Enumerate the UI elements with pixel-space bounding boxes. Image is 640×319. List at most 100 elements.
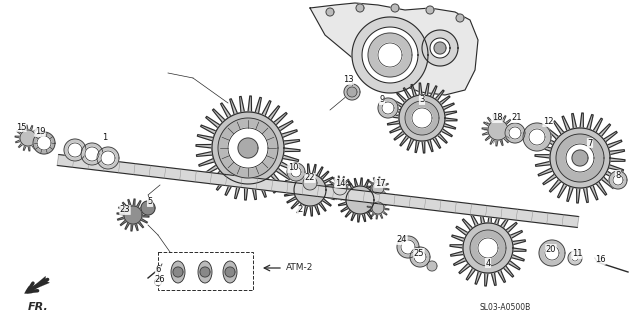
Polygon shape: [539, 240, 565, 266]
Text: 12: 12: [543, 117, 553, 127]
Polygon shape: [387, 83, 457, 153]
Text: 5: 5: [147, 197, 152, 206]
Text: 14: 14: [335, 179, 345, 188]
Polygon shape: [33, 132, 55, 154]
Polygon shape: [15, 125, 41, 151]
Polygon shape: [64, 139, 86, 161]
Polygon shape: [173, 267, 183, 277]
Polygon shape: [505, 123, 525, 143]
Polygon shape: [225, 267, 235, 277]
Polygon shape: [399, 95, 445, 141]
Polygon shape: [405, 101, 439, 135]
Polygon shape: [238, 138, 258, 158]
Polygon shape: [401, 240, 415, 254]
Polygon shape: [333, 181, 347, 195]
Polygon shape: [430, 38, 450, 58]
Polygon shape: [372, 182, 384, 194]
Polygon shape: [609, 171, 627, 189]
Polygon shape: [85, 147, 99, 161]
Text: 19: 19: [35, 128, 45, 137]
Polygon shape: [378, 43, 402, 67]
Polygon shape: [482, 114, 514, 146]
Polygon shape: [450, 210, 526, 286]
Polygon shape: [212, 112, 284, 184]
Polygon shape: [367, 177, 389, 199]
Polygon shape: [284, 164, 336, 216]
Polygon shape: [572, 150, 588, 166]
Polygon shape: [20, 130, 36, 146]
Polygon shape: [463, 223, 513, 273]
Ellipse shape: [223, 261, 237, 283]
Polygon shape: [338, 178, 382, 222]
Polygon shape: [372, 202, 384, 214]
Polygon shape: [37, 136, 51, 150]
Polygon shape: [545, 246, 559, 260]
Polygon shape: [310, 3, 478, 95]
Text: 23: 23: [120, 205, 131, 214]
Ellipse shape: [198, 261, 212, 283]
Text: 17: 17: [374, 179, 385, 188]
Text: FR.: FR.: [28, 302, 49, 312]
Polygon shape: [529, 129, 545, 145]
Polygon shape: [291, 167, 301, 177]
Polygon shape: [101, 151, 115, 165]
Polygon shape: [391, 4, 399, 12]
Text: 22: 22: [305, 174, 316, 182]
Polygon shape: [410, 247, 430, 267]
Polygon shape: [196, 96, 300, 200]
Polygon shape: [218, 118, 278, 178]
Polygon shape: [378, 98, 398, 118]
Ellipse shape: [171, 261, 185, 283]
Polygon shape: [344, 84, 360, 100]
Text: 26: 26: [155, 276, 165, 285]
Polygon shape: [478, 238, 498, 258]
Polygon shape: [572, 255, 578, 261]
Text: 16: 16: [595, 256, 605, 264]
Polygon shape: [303, 176, 317, 190]
Polygon shape: [68, 143, 82, 157]
Polygon shape: [568, 251, 582, 265]
Text: SL03-A0500B: SL03-A0500B: [480, 303, 531, 312]
Polygon shape: [566, 144, 594, 172]
Text: 18: 18: [492, 114, 502, 122]
Text: 9: 9: [380, 95, 385, 105]
Polygon shape: [124, 206, 142, 224]
Text: 15: 15: [16, 122, 26, 131]
Polygon shape: [523, 123, 551, 151]
Polygon shape: [613, 175, 623, 185]
Polygon shape: [228, 128, 268, 168]
Polygon shape: [356, 4, 364, 12]
Text: 24: 24: [397, 235, 407, 244]
Polygon shape: [141, 201, 155, 215]
Polygon shape: [427, 261, 437, 271]
Polygon shape: [426, 6, 434, 14]
Polygon shape: [117, 199, 149, 231]
Polygon shape: [347, 87, 357, 97]
Polygon shape: [535, 113, 625, 203]
Polygon shape: [556, 134, 604, 182]
Polygon shape: [362, 27, 418, 83]
Polygon shape: [200, 267, 210, 277]
Bar: [158, 252, 253, 290]
Polygon shape: [382, 102, 394, 114]
Polygon shape: [456, 14, 464, 22]
Polygon shape: [294, 174, 326, 206]
Polygon shape: [326, 8, 334, 16]
Polygon shape: [58, 154, 579, 227]
Polygon shape: [550, 128, 610, 188]
Polygon shape: [368, 33, 412, 77]
Text: 3: 3: [419, 95, 425, 105]
Text: 20: 20: [546, 244, 556, 254]
Polygon shape: [488, 120, 508, 140]
Text: 10: 10: [288, 164, 298, 173]
Polygon shape: [397, 236, 419, 258]
Text: ATM-2: ATM-2: [286, 263, 314, 272]
Text: 2: 2: [298, 205, 303, 214]
Polygon shape: [346, 186, 374, 214]
Polygon shape: [412, 108, 432, 128]
Polygon shape: [367, 197, 389, 219]
Polygon shape: [414, 251, 426, 263]
Text: 8: 8: [615, 170, 621, 180]
Text: 13: 13: [342, 76, 353, 85]
Polygon shape: [422, 30, 458, 66]
